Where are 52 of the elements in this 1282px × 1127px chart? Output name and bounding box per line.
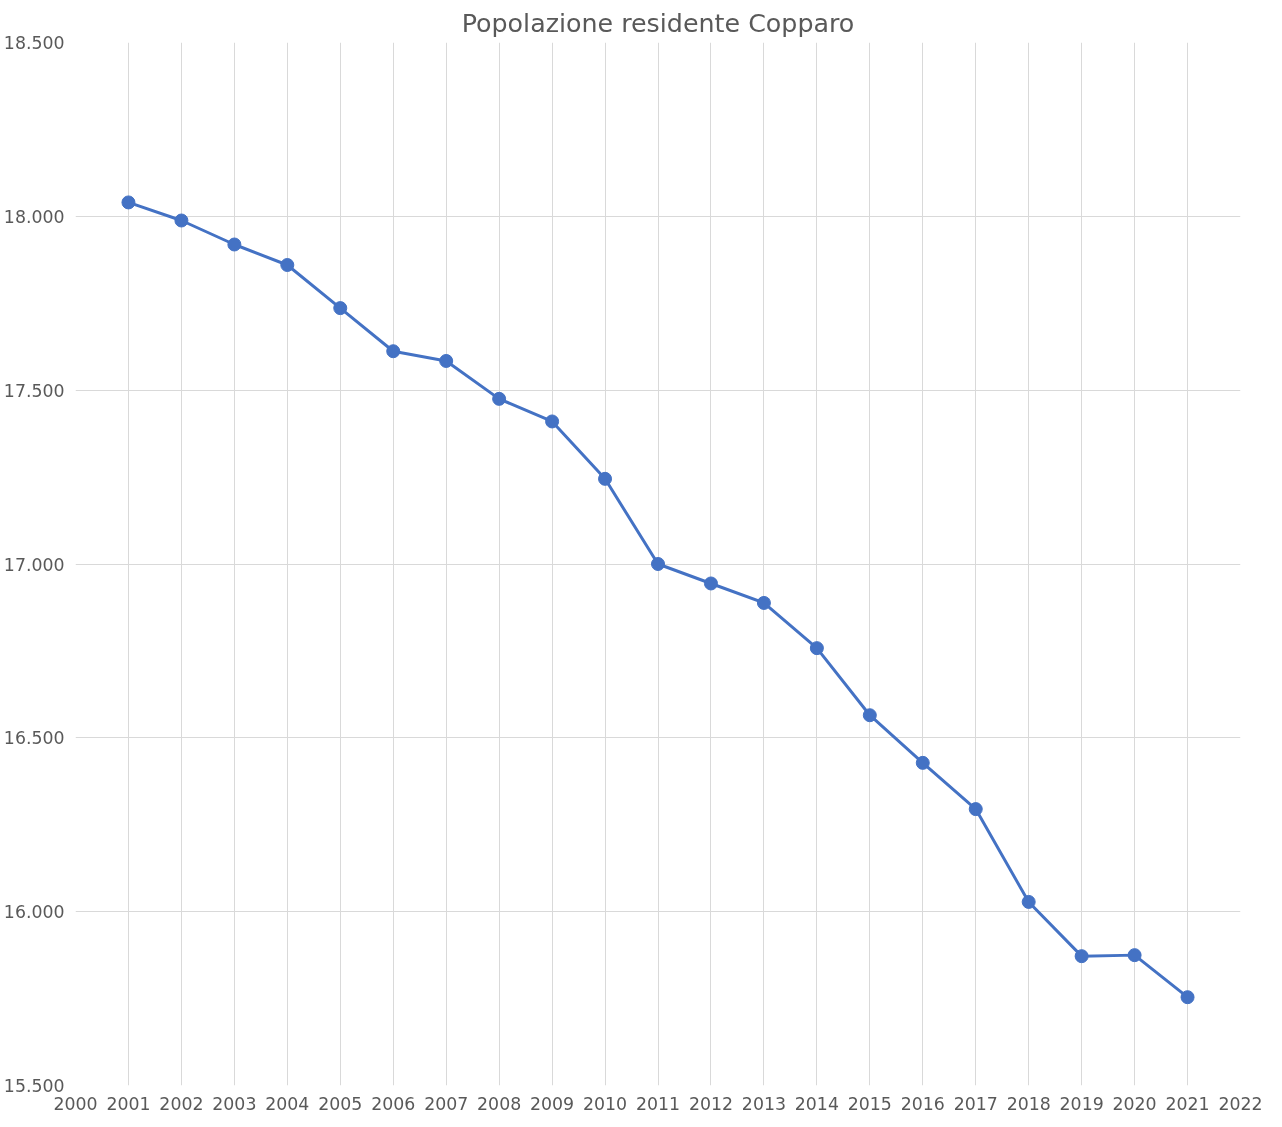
point — [862, 708, 877, 723]
y-tick-label: 17.000 — [3, 554, 65, 575]
x-tick-label: 2012 — [688, 1093, 734, 1114]
point — [227, 237, 242, 252]
y-tick-label: 15.500 — [3, 1076, 65, 1096]
x-tick-label: 2013 — [741, 1093, 786, 1114]
point — [968, 802, 983, 817]
point — [333, 301, 348, 316]
x-tick-label: 2009 — [530, 1093, 575, 1114]
chart-title: Popolazione residente Copparo — [461, 7, 855, 38]
x-tick-label: 2001 — [106, 1093, 151, 1114]
point — [1127, 948, 1142, 963]
x-tick-label: 2019 — [1059, 1093, 1104, 1114]
y-tick-label: 16.000 — [3, 902, 65, 923]
point — [1074, 949, 1089, 964]
point — [121, 195, 136, 210]
point — [809, 641, 824, 656]
point — [1021, 894, 1036, 909]
x-tick-label: 2014 — [794, 1093, 839, 1114]
x-tick-label: 2000 — [53, 1093, 98, 1114]
point — [756, 595, 771, 610]
x-tick-label: 2010 — [583, 1093, 628, 1114]
x-tick-label: 2017 — [953, 1093, 998, 1114]
x-tick-label: 2006 — [371, 1093, 416, 1114]
y-tick-label: 17.500 — [3, 380, 65, 401]
x-tick-label: 2002 — [159, 1093, 204, 1114]
x-tick-label: 2003 — [212, 1093, 257, 1114]
x-tick-label: 2004 — [265, 1093, 310, 1114]
point — [386, 344, 401, 359]
x-tick-label: 2020 — [1112, 1093, 1157, 1114]
point — [174, 213, 189, 228]
point — [492, 391, 507, 406]
point — [545, 414, 560, 429]
y-tick-label: 18.500 — [3, 33, 65, 53]
x-tick-label: 2008 — [477, 1093, 522, 1114]
x-tick-label: 2015 — [847, 1093, 892, 1114]
y-tick-label: 16.500 — [3, 728, 65, 749]
x-tick-label: 2021 — [1165, 1093, 1210, 1114]
x-tick-label: 2005 — [318, 1093, 363, 1114]
point — [439, 353, 454, 368]
point — [280, 258, 295, 272]
x-tick-label: 2007 — [424, 1093, 469, 1114]
x-tick-label: 2011 — [635, 1093, 681, 1114]
point — [915, 755, 930, 770]
x-tick-label: 2016 — [900, 1093, 945, 1114]
point — [598, 471, 613, 486]
point — [1180, 990, 1195, 1005]
y-tick-label: 18.000 — [3, 206, 65, 227]
point — [651, 557, 665, 571]
x-tick-label: 2018 — [1006, 1093, 1051, 1114]
point — [703, 576, 718, 591]
x-tick-label: 2022 — [1218, 1093, 1263, 1114]
